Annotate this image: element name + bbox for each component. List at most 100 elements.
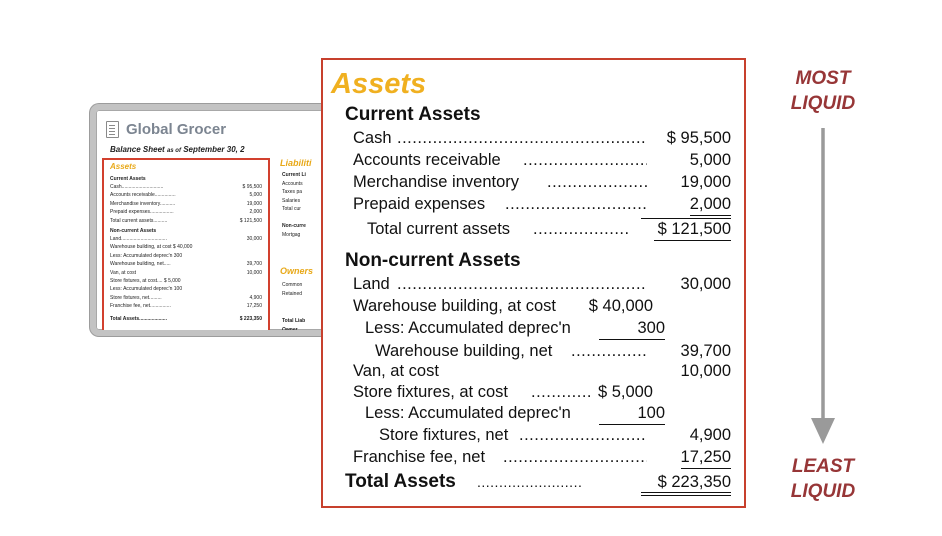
total-assets-value: $ 223,350: [657, 473, 731, 491]
prepaid-label: Prepaid expenses: [353, 193, 488, 215]
mini-line-label: Merchandise inventory...........: [110, 200, 176, 207]
mini-line-value: $ 95,500: [242, 184, 262, 190]
leader-dots: ........................................…: [571, 342, 647, 360]
mini-asset-line: Total Assets.................... $ 223,35…: [110, 316, 262, 322]
mini-company-name: Global Grocer: [126, 120, 227, 138]
rule: [641, 218, 731, 219]
wh-dep-value: 300: [599, 317, 665, 340]
land-value: 30,000: [680, 275, 731, 293]
sf-dep-value: 100: [599, 402, 665, 425]
mini-asset-line: Van, at cost 10,000: [110, 270, 262, 276]
mini-line-label: Total Assets....................: [110, 315, 167, 322]
mini-line-label: Land.................................: [110, 236, 167, 242]
row-store-fixtures-net: ........................................…: [379, 424, 731, 446]
cash-label: Cash: [353, 127, 394, 149]
mini-line-label: Store fixtures, at cost.... $ 5,000: [110, 278, 181, 284]
mini-asset-line: Store fixtures, net......... 4,900: [110, 295, 262, 301]
mini-assets-box: Assets Current Assets Cash..............…: [102, 158, 270, 330]
cash-value: $ 95,500: [666, 129, 731, 147]
inv-value: 19,000: [680, 173, 731, 191]
current-assets-heading: Current Assets: [345, 104, 481, 125]
mini-line-value: 19,000: [246, 200, 262, 207]
mini-asset-line: Less: Accumulated deprec'n 300: [110, 253, 262, 259]
mini-balance-sheet-card: Global Grocer Balance Sheet as of Septem…: [90, 104, 345, 336]
mini-owner-line: Retained: [282, 290, 303, 297]
van-value: 10,000: [680, 362, 731, 380]
mini-asset-line: Less: Accumulated deprec'n 100: [110, 286, 262, 292]
mini-asset-line: Prepaid expenses................. 2,000: [110, 209, 262, 215]
leader-dots: ........................................…: [547, 173, 647, 191]
mini-asset-line: Accounts receivable............... 5,000: [110, 192, 262, 198]
franchise-value: 17,250: [680, 446, 731, 469]
leader-dots: ........................................…: [397, 275, 647, 293]
prepaid-value: 2,000: [689, 193, 731, 216]
wh-cost-label: Warehouse building, at cost: [353, 295, 559, 317]
row-land: ........................................…: [353, 273, 731, 295]
row-van: Van, at cost 10,000: [353, 360, 731, 382]
row-prepaid-expenses: ........................................…: [353, 193, 731, 216]
sf-cost-label: Store fixtures, at cost: [353, 381, 510, 403]
leader-dots: ........................................…: [397, 129, 647, 147]
assets-panel: Assets Current Assets ..................…: [321, 58, 746, 508]
least-liquid-word: LIQUID: [790, 481, 856, 502]
mini-line-label: Store fixtures, net.........: [110, 294, 162, 301]
mini-liabilities-column: Liabiliti Current Li Accounts Taxes pa Sala…: [278, 158, 339, 333]
mini-line-label: Less: Accumulated deprec'n 300: [110, 252, 183, 259]
arrow-head: [811, 418, 835, 444]
mini-bottom-line: Total Liab: [282, 318, 306, 324]
leader-dots: ........................................…: [531, 383, 591, 401]
row-total-current-assets: ........................................…: [367, 218, 731, 241]
row-merchandise-inventory: ........................................…: [353, 171, 731, 193]
mini-liability-line: Taxes pa: [282, 189, 303, 195]
mini-line-value: $ 223,350: [239, 315, 262, 322]
mini-asset-line: Non-current Assets: [110, 228, 262, 234]
mini-asset-line: Franchise fee, net............... 17,250: [110, 303, 262, 309]
total-current-label: Total current assets: [367, 218, 513, 240]
leader-dots: ........................................…: [505, 195, 647, 213]
mini-card-header: Global Grocer: [106, 118, 226, 140]
total-assets-label: Total Assets: [345, 471, 458, 493]
row-franchise-fee: ........................................…: [353, 446, 731, 469]
mini-asset-line: Store fixtures, at cost.... $ 5,000: [110, 278, 262, 284]
mini-liability-line: Non-curre: [282, 223, 306, 229]
mini-subtitle-date: September 30, 2: [183, 145, 245, 154]
total-current-value: $ 121,500: [653, 218, 731, 241]
wh-cost-value: $ 40,000: [588, 297, 653, 315]
mini-line-value: 4,900: [249, 294, 262, 301]
mini-liabilities-title: Liabiliti: [280, 158, 312, 168]
noncurrent-assets-heading: Non-current Assets: [345, 250, 521, 271]
mini-subtitle-small: as of: [166, 148, 181, 154]
mini-subtitle-main: Balance Sheet: [110, 145, 165, 154]
mini-asset-line: Merchandise inventory........... 19,000: [110, 201, 262, 207]
mini-line-label: Prepaid expenses.................: [110, 209, 174, 216]
mini-subtitle: Balance Sheet as of September 30, 2: [110, 145, 245, 154]
mini-line-value: 2,000: [249, 209, 262, 216]
mini-line-value: 30,000: [246, 236, 262, 242]
wh-net-value: 39,700: [680, 342, 731, 360]
mini-current-assets-heading: Current Assets: [110, 176, 146, 182]
most-liquid-label: MOST LIQUID: [768, 66, 878, 116]
mini-asset-line: Total current assets.......... $ 121,500: [110, 218, 262, 224]
mini-line-value: 17,250: [246, 303, 262, 310]
mini-liability-line: Mortgag: [282, 231, 301, 238]
wh-dep-label: Less: Accumulated deprec'n: [365, 317, 573, 339]
mini-liability-line: Current Li: [282, 172, 306, 178]
row-total-assets: ........................................…: [345, 471, 731, 493]
mini-line-value: 10,000: [246, 269, 262, 276]
mini-bottom-line: Owner: [282, 326, 298, 333]
sf-net-label: Store fixtures, net: [379, 424, 511, 446]
document-icon: [106, 120, 119, 138]
row-cash: ........................................…: [353, 127, 731, 149]
franchise-label: Franchise fee, net: [353, 446, 488, 468]
mini-line-label: Cash..............................: [110, 184, 164, 190]
assets-title: Assets: [331, 68, 427, 100]
mini-line-value: $ 121,500: [239, 217, 262, 224]
double-rule: [641, 492, 731, 496]
mini-line-label: Warehouse building, net.....: [110, 261, 171, 268]
down-arrow-icon: [811, 128, 835, 444]
sf-net-value: 4,900: [689, 426, 731, 444]
leader-dots: ........................................…: [533, 220, 631, 238]
mini-owners-title: Owners: [280, 266, 314, 276]
mini-line-label: Total current assets..........: [110, 217, 168, 224]
most-liquid-word: LIQUID: [790, 93, 856, 114]
